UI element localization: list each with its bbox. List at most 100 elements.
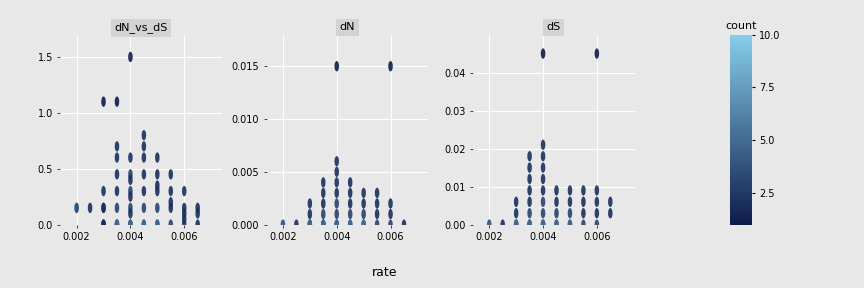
Ellipse shape: [541, 219, 545, 230]
Ellipse shape: [527, 208, 532, 219]
Ellipse shape: [128, 186, 133, 196]
Ellipse shape: [388, 209, 393, 219]
Ellipse shape: [541, 197, 545, 207]
Ellipse shape: [155, 203, 160, 213]
Ellipse shape: [581, 208, 586, 219]
Ellipse shape: [294, 219, 299, 230]
Ellipse shape: [554, 185, 559, 196]
Ellipse shape: [554, 219, 559, 230]
Ellipse shape: [554, 219, 559, 230]
Ellipse shape: [527, 219, 532, 230]
Ellipse shape: [334, 198, 339, 209]
Ellipse shape: [348, 198, 353, 209]
Ellipse shape: [101, 219, 105, 230]
Ellipse shape: [321, 188, 326, 198]
Ellipse shape: [375, 188, 379, 198]
Ellipse shape: [527, 162, 532, 173]
Ellipse shape: [128, 192, 133, 202]
Ellipse shape: [348, 219, 353, 230]
Ellipse shape: [581, 185, 586, 196]
Ellipse shape: [128, 52, 133, 62]
Ellipse shape: [568, 208, 572, 219]
Ellipse shape: [348, 177, 353, 187]
Ellipse shape: [195, 219, 200, 230]
Ellipse shape: [168, 203, 173, 213]
Ellipse shape: [128, 203, 133, 213]
Ellipse shape: [581, 219, 586, 230]
Ellipse shape: [155, 219, 160, 230]
Ellipse shape: [74, 203, 79, 213]
Ellipse shape: [182, 219, 187, 230]
Ellipse shape: [128, 219, 133, 230]
Ellipse shape: [334, 167, 339, 177]
Ellipse shape: [142, 130, 146, 141]
Ellipse shape: [541, 208, 545, 219]
Ellipse shape: [321, 198, 326, 209]
Ellipse shape: [568, 219, 572, 230]
Ellipse shape: [128, 169, 133, 179]
Ellipse shape: [281, 219, 285, 230]
Ellipse shape: [308, 219, 312, 230]
Ellipse shape: [155, 186, 160, 196]
Ellipse shape: [101, 203, 105, 213]
Ellipse shape: [142, 152, 146, 163]
Ellipse shape: [155, 152, 160, 163]
Ellipse shape: [541, 219, 545, 230]
Ellipse shape: [155, 169, 160, 179]
Ellipse shape: [402, 219, 406, 230]
Ellipse shape: [527, 197, 532, 207]
Ellipse shape: [128, 219, 133, 230]
Ellipse shape: [115, 152, 119, 163]
Ellipse shape: [581, 197, 586, 207]
Ellipse shape: [594, 219, 599, 230]
Ellipse shape: [334, 219, 339, 230]
Ellipse shape: [594, 48, 599, 59]
Ellipse shape: [554, 208, 559, 219]
Ellipse shape: [142, 203, 146, 213]
Ellipse shape: [101, 203, 105, 213]
Ellipse shape: [142, 169, 146, 179]
Ellipse shape: [487, 219, 492, 230]
Ellipse shape: [594, 197, 599, 207]
Ellipse shape: [608, 197, 613, 207]
Ellipse shape: [334, 156, 339, 166]
Ellipse shape: [514, 219, 518, 230]
Ellipse shape: [361, 198, 365, 209]
Ellipse shape: [168, 169, 173, 179]
Ellipse shape: [142, 186, 146, 196]
Ellipse shape: [334, 219, 339, 230]
Ellipse shape: [115, 219, 119, 230]
Ellipse shape: [88, 203, 92, 213]
Ellipse shape: [195, 203, 200, 213]
Ellipse shape: [527, 174, 532, 184]
Ellipse shape: [541, 151, 545, 162]
Ellipse shape: [128, 219, 133, 230]
Ellipse shape: [128, 175, 133, 185]
Ellipse shape: [541, 185, 545, 196]
Ellipse shape: [348, 188, 353, 198]
Ellipse shape: [101, 186, 105, 196]
Ellipse shape: [514, 197, 518, 207]
Ellipse shape: [168, 197, 173, 208]
Ellipse shape: [361, 219, 365, 230]
Ellipse shape: [375, 198, 379, 209]
Ellipse shape: [281, 219, 285, 230]
Ellipse shape: [568, 197, 572, 207]
Ellipse shape: [594, 185, 599, 196]
Ellipse shape: [568, 185, 572, 196]
Ellipse shape: [321, 219, 326, 230]
Ellipse shape: [115, 96, 119, 107]
Ellipse shape: [541, 162, 545, 173]
Ellipse shape: [142, 141, 146, 151]
Title: dS: dS: [547, 22, 561, 32]
Ellipse shape: [527, 219, 532, 230]
Ellipse shape: [101, 219, 105, 230]
Ellipse shape: [182, 186, 187, 196]
Ellipse shape: [74, 203, 79, 213]
Ellipse shape: [182, 203, 187, 213]
Text: rate: rate: [372, 266, 397, 279]
Ellipse shape: [308, 219, 312, 230]
Ellipse shape: [101, 96, 105, 107]
Ellipse shape: [500, 219, 505, 230]
Ellipse shape: [568, 219, 572, 230]
